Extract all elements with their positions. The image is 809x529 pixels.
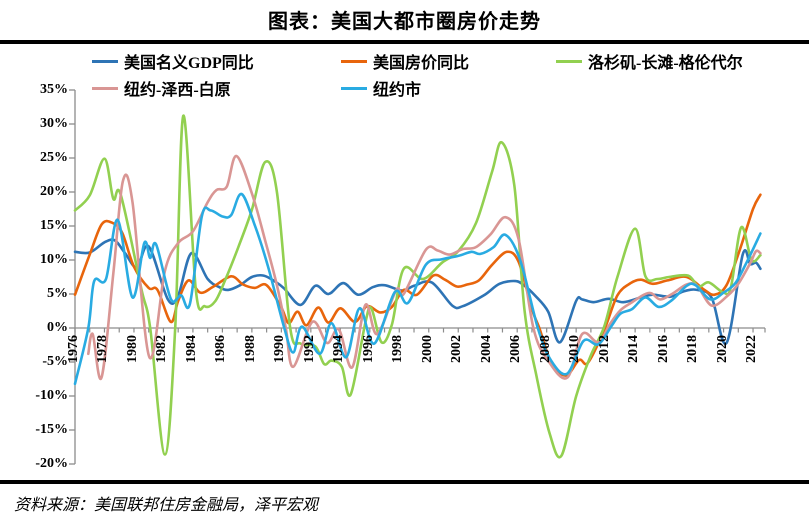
x-axis-label: 1982 bbox=[154, 335, 170, 363]
x-axis-label: 2018 bbox=[685, 335, 701, 363]
legend-item-2: 洛杉矶-长滩-格伦代尔 bbox=[556, 50, 743, 72]
legend-line-swatch-icon bbox=[341, 86, 367, 90]
x-axis-label: 2016 bbox=[655, 335, 671, 363]
x-axis-label: 1996 bbox=[360, 335, 376, 363]
chart-legend: 美国名义GDP同比 美国房价同比 洛杉矶-长滩-格伦代尔纽约-泽西-白原 纽约市 bbox=[0, 0, 809, 100]
x-axis-label: 2010 bbox=[567, 335, 583, 363]
x-axis-label: 2020 bbox=[714, 335, 730, 363]
legend-item-label: 纽约市 bbox=[373, 82, 422, 99]
legend-line-swatch-icon bbox=[556, 59, 582, 63]
series-group bbox=[73, 114, 762, 459]
x-axis-label: 2002 bbox=[449, 335, 465, 363]
x-axis-label: 1998 bbox=[390, 335, 406, 363]
legend-line-swatch-icon bbox=[341, 59, 367, 63]
x-axis-label: 1990 bbox=[272, 335, 288, 363]
y-axis-label: -15% bbox=[35, 422, 68, 437]
y-axis-label: 30% bbox=[40, 116, 68, 131]
legend-item-0: 美国名义GDP同比 bbox=[92, 50, 254, 72]
legend-item-label: 美国名义GDP同比 bbox=[124, 55, 254, 72]
legend-item-label: 纽约-泽西-白原 bbox=[124, 82, 231, 99]
y-axis-label: -10% bbox=[35, 388, 68, 403]
y-axis-label: 15% bbox=[40, 218, 68, 233]
x-axis-label: 2006 bbox=[508, 335, 524, 363]
y-axis-label: 20% bbox=[40, 184, 68, 199]
y-axis-label: 10% bbox=[40, 252, 68, 267]
series-line-1 bbox=[73, 193, 762, 377]
x-axis-label: 1994 bbox=[331, 335, 347, 363]
x-axis-label: 1986 bbox=[213, 335, 229, 363]
y-axis-label: 35% bbox=[40, 82, 68, 97]
series-line-4 bbox=[73, 192, 762, 386]
legend-line-swatch-icon bbox=[92, 59, 118, 63]
x-axis-label: 2012 bbox=[596, 335, 612, 363]
y-axis-label: 0% bbox=[47, 320, 68, 335]
legend-item-label: 洛杉矶-长滩-格伦代尔 bbox=[588, 55, 743, 72]
x-axis-label: 2004 bbox=[478, 335, 494, 363]
legend-item-3: 纽约-泽西-白原 bbox=[92, 77, 231, 99]
chart-title: 图表：美国大都市圈房价走势 bbox=[268, 11, 541, 33]
y-axis-label: 25% bbox=[40, 150, 68, 165]
series-line-2 bbox=[73, 114, 762, 459]
x-axis-label: 2022 bbox=[744, 335, 760, 363]
legend-line-swatch-icon bbox=[92, 86, 118, 90]
x-axis-label: 2014 bbox=[626, 335, 642, 363]
y-axis-label: -5% bbox=[42, 354, 68, 369]
legend-item-4: 纽约市 bbox=[341, 77, 421, 99]
series-line-0 bbox=[73, 238, 762, 345]
x-axis-label: 1992 bbox=[301, 335, 317, 363]
x-axis-label: 2008 bbox=[537, 335, 553, 363]
x-axis-label: 2000 bbox=[419, 335, 435, 363]
x-axis-label: 1984 bbox=[183, 335, 199, 363]
legend-item-label: 美国房价同比 bbox=[373, 55, 470, 72]
source-text: 资料来源：美国联邦住房金融局，泽平宏观 bbox=[14, 497, 319, 514]
x-axis-label: 1980 bbox=[124, 335, 140, 363]
legend-item-1: 美国房价同比 bbox=[341, 50, 469, 72]
y-axis-label: -20% bbox=[35, 456, 68, 471]
x-axis-label: 1976 bbox=[66, 335, 81, 363]
x-axis-label: 1978 bbox=[95, 335, 111, 363]
x-axis-label: 1988 bbox=[242, 335, 258, 363]
source-divider-rule bbox=[0, 480, 809, 484]
series-line-3 bbox=[87, 154, 762, 381]
title-divider-rule bbox=[0, 40, 809, 44]
y-axis-label: 5% bbox=[47, 286, 68, 301]
